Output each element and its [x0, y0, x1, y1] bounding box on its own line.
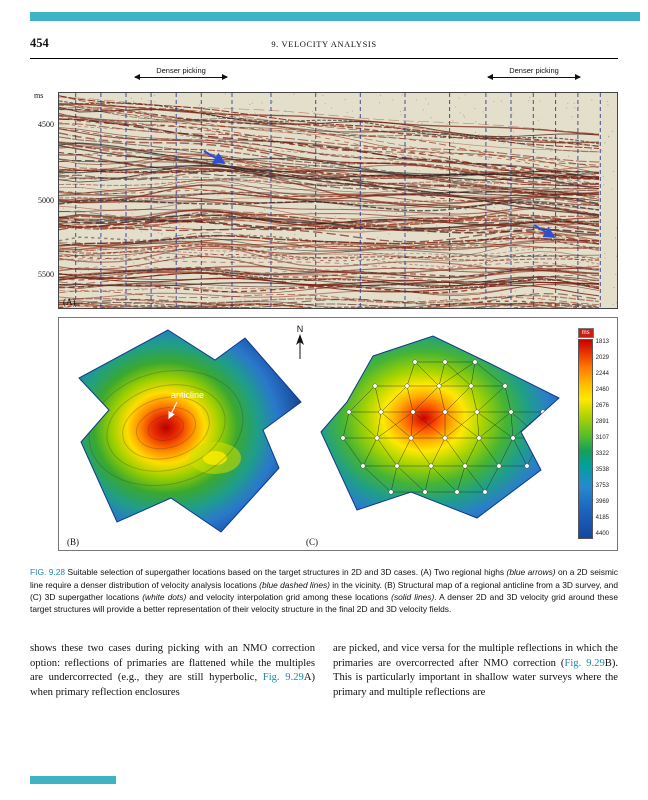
body-column-left: shows these two cases during picking wit… [30, 642, 315, 700]
figure-cross-reference-link[interactable]: Fig. 9.29 [262, 672, 304, 684]
structural-map-b: anticline [78, 329, 302, 533]
figure-caption: FIG. 9.28 Suitable selection of supergat… [30, 566, 618, 615]
top-accent-bar [30, 12, 640, 21]
colorbar-scale: 1813 2029 2244 2460 2676 2891 3107 3322 … [596, 339, 609, 537]
y-axis-tick: 5500 [38, 270, 54, 279]
velocity-interpolation-grid [340, 359, 546, 495]
north-arrow-icon [296, 334, 304, 359]
body-text-segment: A) when primary reflection enclosures [30, 672, 315, 698]
colorbar-tick: 3538 [595, 467, 609, 473]
colorbar-tick: 3107 [595, 435, 609, 441]
panel-c-label: (C) [306, 537, 318, 547]
anticline-arrow-icon [168, 401, 178, 420]
figure-9-28: Denser picking Denser picking ms 4500 50… [30, 66, 618, 552]
caption-italic: (blue arrows) [506, 567, 556, 578]
body-column-right: are picked, and vice versa for the multi… [333, 642, 618, 700]
seismic-section-panel: (A) [58, 92, 618, 309]
caption-text: in the vicinity. (B) Structural map of a… [30, 579, 618, 602]
seismic-panel-area: ms 4500 5000 5500 (A) [30, 91, 618, 309]
page-header: 454 9. VELOCITY ANALYSIS [30, 36, 618, 52]
velocity-pick-lines [75, 93, 601, 308]
caption-text: Suitable selection of supergather locati… [65, 567, 507, 578]
north-indicator: N [293, 324, 307, 360]
y-axis-unit: ms [34, 91, 44, 100]
supergather-map-c [320, 335, 560, 519]
colorbar-tick: 2460 [595, 387, 609, 393]
colorbar-tick: 3969 [595, 499, 609, 505]
map-c-surface [321, 336, 559, 518]
colorbar-tick: 3322 [595, 451, 609, 457]
north-label: N [296, 324, 304, 334]
running-head: 9. VELOCITY ANALYSIS [271, 39, 377, 49]
caption-italic: (solid lines) [391, 591, 435, 602]
page-number: 454 [30, 36, 49, 50]
bottom-accent-bar [30, 776, 116, 784]
colorbar-tick: 2029 [595, 355, 609, 361]
panel-a-label: (A) [63, 297, 76, 307]
contour-lines [88, 369, 244, 487]
map-c-outline [320, 335, 560, 519]
caption-italic: (blue dashed lines) [259, 579, 330, 590]
double-arrow-icon [487, 74, 581, 80]
anticline-annotation: anticline [171, 390, 204, 400]
figure-caption-label: FIG. 9.28 [30, 567, 66, 578]
caption-text: and velocity interpolation grid among th… [186, 591, 392, 602]
colorbar-tick: 2891 [595, 419, 609, 425]
double-arrow-icon [134, 74, 228, 80]
colorbar-unit: ms [577, 328, 594, 338]
map-b-surface [79, 330, 301, 532]
body-text: shows these two cases during picking wit… [30, 642, 618, 700]
seismic-section-image [59, 93, 617, 308]
colorbar-tick: 2244 [595, 371, 609, 377]
caption-italic: (white dots) [142, 591, 187, 602]
header-rule [30, 58, 618, 59]
y-axis-tick: 5000 [38, 196, 54, 205]
colorbar-tick: 2676 [595, 403, 609, 409]
colorbar-tick: 4185 [595, 515, 609, 521]
body-text-segment: are picked, and vice versa for the multi… [333, 643, 618, 669]
caption-text: . A denser 2D and 3D velocity grid aroun… [30, 591, 618, 614]
denser-picking-text: Denser picking [509, 66, 559, 75]
map-panels: anticline N [58, 317, 618, 551]
y-axis-tick: 4500 [38, 120, 54, 129]
figure-cross-reference-link[interactable]: Fig. 9.29 [564, 657, 605, 669]
colorbar: ms 1813 2029 2244 2460 2676 2891 3107 33… [577, 328, 609, 539]
colorbar-tick: 4400 [595, 531, 609, 537]
colorbar-gradient [577, 339, 593, 539]
colorbar-tick: 1813 [595, 339, 609, 345]
denser-picking-text: Denser picking [156, 66, 206, 75]
denser-picking-label-left: Denser picking [134, 66, 228, 80]
caption-text: on a 2D seismic line require a denser di… [30, 567, 618, 590]
regional-high-arrows [203, 150, 556, 239]
body-text-segment: B). This is particularly important in sh… [333, 657, 618, 698]
panel-b-label: (B) [67, 537, 79, 547]
map-b-outline [78, 329, 302, 533]
colorbar-tick: 3753 [595, 483, 609, 489]
denser-picking-label-right: Denser picking [487, 66, 581, 80]
body-text-segment: shows these two cases during picking wit… [30, 643, 315, 684]
